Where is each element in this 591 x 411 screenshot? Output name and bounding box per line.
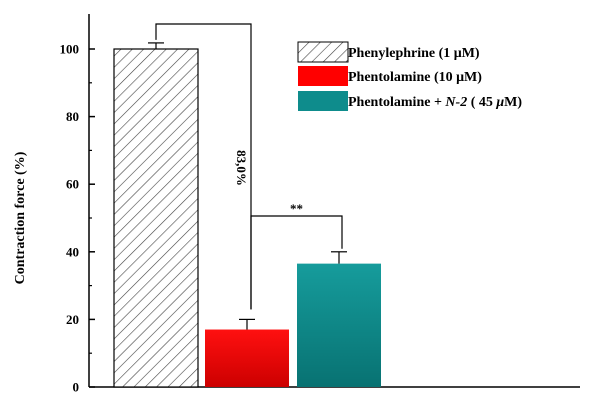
legend-phentolamine-n2-label: Phentolamine + N-2 ( 45 μM)	[348, 95, 522, 110]
bracket-significance	[250, 215, 343, 310]
bar-phentolamine	[205, 329, 289, 387]
error-bars	[148, 42, 347, 330]
y-tick-label: 80	[66, 109, 79, 124]
legend-phenylephrine-label: Phenylephrine (1 μM)	[348, 46, 480, 61]
legend-phentolamine-swatch	[298, 66, 348, 86]
bar-phentolamine-n2	[297, 263, 381, 387]
legend: Phenylephrine (1 μM) Phentolamine (10 μM)…	[297, 41, 522, 111]
y-tick-label: 100	[60, 42, 80, 57]
legend-phentolamine-label: Phentolamine (10 μM)	[348, 70, 482, 85]
annotation-83-percent: 83,0%	[234, 150, 249, 186]
y-tick-label: 60	[66, 177, 79, 192]
annotations: 83,0% **	[155, 23, 343, 310]
bracket-83-percent	[155, 23, 252, 310]
legend-phenylephrine-swatch	[297, 41, 349, 63]
y-ticks: 0 20 40 60 80 100	[60, 42, 95, 395]
bars	[113, 48, 381, 388]
bar-phenylephrine	[113, 48, 199, 388]
y-tick-label: 20	[66, 312, 79, 327]
y-tick-label: 0	[73, 380, 80, 395]
y-tick-label: 40	[66, 244, 79, 259]
annotation-significance: **	[290, 201, 303, 216]
y-axis-title: Contraction force (%)	[13, 151, 28, 284]
legend-phentolamine-n2-swatch	[298, 91, 348, 111]
